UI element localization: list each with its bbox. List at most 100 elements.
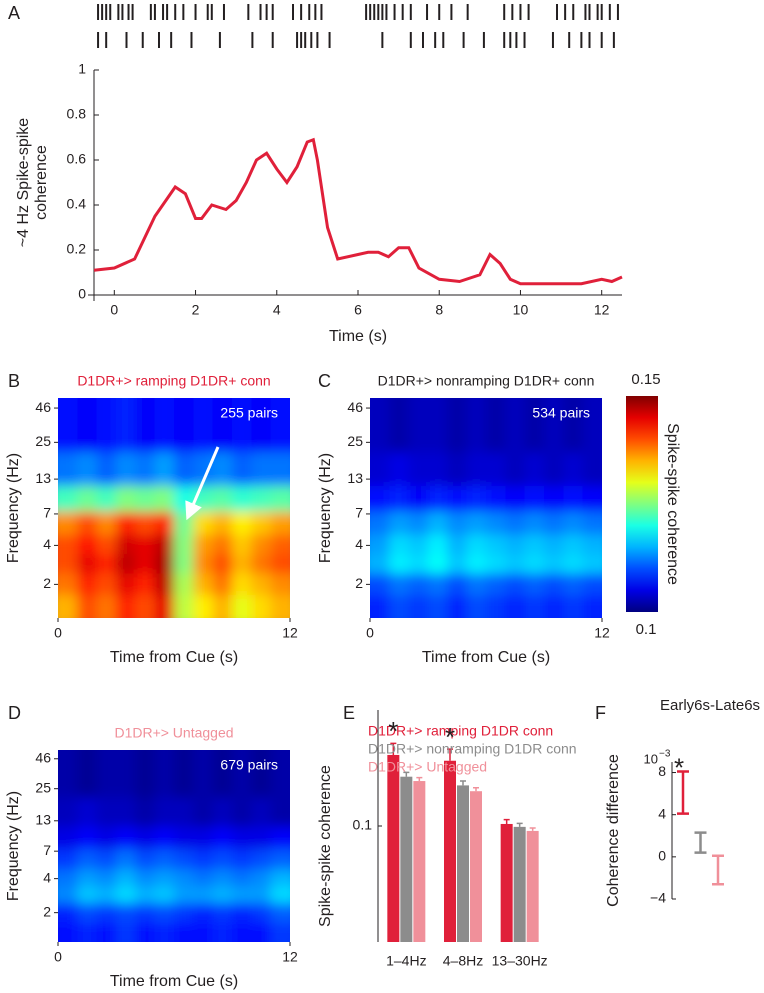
heatmap-cell	[251, 511, 272, 535]
error-bar	[473, 786, 479, 792]
heatmap-cell	[270, 868, 290, 887]
heatmap-cell	[154, 750, 175, 798]
heatmap-cell	[58, 594, 78, 618]
heatmap-cell	[58, 848, 78, 870]
heatmap-cell	[466, 485, 487, 512]
heatmap-cell	[58, 796, 78, 827]
heatmap-cell	[486, 398, 506, 453]
heatmap	[370, 398, 602, 618]
heatmap-cell	[505, 451, 526, 486]
heatmap-cell	[505, 553, 526, 574]
heatmap-cell	[58, 750, 78, 798]
heatmap-cell	[174, 868, 194, 887]
heatmap-cell	[135, 750, 156, 798]
y-axis-label: Frequency (Hz)	[317, 453, 334, 563]
heatmap-cell	[174, 398, 194, 453]
bar	[444, 760, 456, 942]
heatmap-cell	[408, 572, 429, 595]
heatmap-cell	[389, 485, 410, 512]
heatmap-cell	[251, 885, 272, 904]
heatmap-cell	[544, 485, 564, 512]
heatmap-cell	[116, 848, 136, 870]
colorbar-tick-label: 0.1	[636, 621, 657, 638]
x-tick-label: 8	[435, 302, 443, 318]
y-tick-label: 46	[35, 749, 51, 765]
heatmap-cell	[251, 902, 272, 922]
heatmap-cell	[408, 398, 429, 453]
y-tick-label: 2	[43, 575, 51, 591]
heatmap-cell	[116, 594, 136, 618]
colorbar-label: Spike-spike coherence	[664, 423, 681, 585]
heatmap-cell	[524, 594, 545, 618]
heatmap-cell	[466, 451, 487, 486]
heatmap-cell	[96, 848, 117, 870]
heatmap-cell	[96, 398, 117, 453]
heatmap-cell	[174, 848, 194, 870]
y-axis-label: coherence	[33, 145, 50, 220]
bar	[500, 823, 513, 942]
heatmap-cell	[466, 533, 487, 554]
error-bar	[712, 854, 724, 886]
heatmap-cell	[96, 511, 117, 535]
heatmap-cell	[270, 553, 290, 574]
heatmap-cell	[116, 921, 136, 942]
heatmap-cell	[270, 848, 290, 870]
heatmap-cell	[58, 451, 78, 486]
heatmap-cell	[447, 451, 468, 486]
heatmap-cell	[447, 485, 468, 512]
heatmap-cell	[251, 868, 272, 887]
heatmap-cell	[389, 511, 410, 535]
x-axis-label: Time from Cue (s)	[110, 649, 238, 666]
heatmap-cell	[193, 594, 214, 618]
heatmap-cell	[544, 553, 564, 574]
heatmap-cell	[77, 451, 98, 486]
heatmap-cell	[154, 885, 175, 904]
heatmap-cell	[135, 485, 156, 512]
y-tick-label: 25	[35, 779, 51, 795]
heatmap-cell	[505, 398, 526, 453]
heatmap-cell	[58, 868, 78, 887]
bar	[470, 791, 482, 942]
heatmap-cell	[154, 533, 175, 554]
heatmap-cell	[193, 885, 214, 904]
significance-marker: *	[674, 752, 684, 782]
heatmap-cell	[116, 533, 136, 554]
heatmap-cell	[174, 451, 194, 486]
y-tick-label: 0.1	[353, 817, 373, 833]
heatmap-cell	[251, 826, 272, 850]
heatmap-cell	[77, 902, 98, 922]
pairs-annotation: 255 pairs	[220, 405, 278, 421]
y-tick-label: 46	[347, 399, 363, 415]
heatmap-cell	[408, 451, 429, 486]
heatmap-cell	[174, 921, 194, 942]
heatmap-cell	[370, 511, 390, 535]
heatmap-cell	[77, 398, 98, 453]
heatmap-cell	[582, 451, 602, 486]
error-bar	[516, 822, 523, 827]
heatmap-cell	[232, 572, 252, 595]
heatmap-cell	[212, 796, 233, 827]
heatmap-cell	[135, 848, 156, 870]
multiplier-base: 10	[644, 751, 658, 766]
y-tick-label: 25	[347, 433, 363, 449]
heatmap-cell	[116, 485, 136, 512]
heatmap-cell	[270, 398, 290, 453]
heatmap-cell	[370, 398, 390, 453]
heatmap-cell	[212, 572, 233, 595]
x-tick-label: 10	[513, 302, 529, 318]
heatmap-cell	[135, 902, 156, 922]
error-bar	[677, 770, 689, 815]
heatmap-cell	[270, 885, 290, 904]
bar	[457, 785, 469, 942]
panel-label: F	[595, 703, 606, 723]
x-axis-label: Time (s)	[329, 328, 387, 345]
heatmap-cell	[447, 572, 468, 595]
heatmap-cell	[466, 572, 487, 595]
heatmap-cell	[193, 511, 214, 535]
heatmap-cell	[135, 921, 156, 942]
x-tick-label: 4	[273, 302, 281, 318]
heatmap-cells	[58, 750, 290, 942]
colorbar	[626, 396, 658, 612]
heatmap-cell	[563, 572, 584, 595]
heatmap-cell	[116, 750, 136, 798]
